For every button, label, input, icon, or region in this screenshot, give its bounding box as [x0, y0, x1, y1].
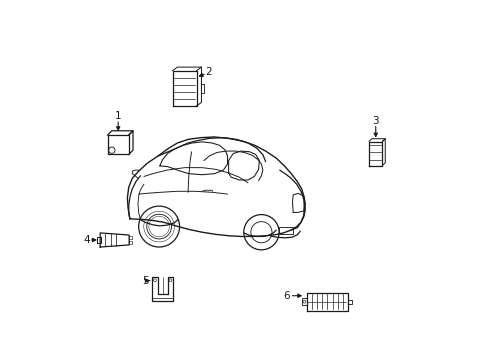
Text: 4: 4	[83, 235, 90, 245]
Bar	[129, 236, 132, 239]
Bar	[97, 237, 101, 243]
Text: 1: 1	[115, 112, 121, 121]
Text: 6: 6	[283, 291, 289, 301]
Text: 2: 2	[205, 67, 211, 77]
Bar	[129, 242, 132, 244]
Bar	[347, 300, 351, 304]
Bar	[201, 84, 203, 93]
Text: 3: 3	[372, 116, 378, 126]
Bar	[301, 298, 306, 305]
Bar	[279, 227, 293, 234]
Text: 5: 5	[142, 275, 149, 285]
